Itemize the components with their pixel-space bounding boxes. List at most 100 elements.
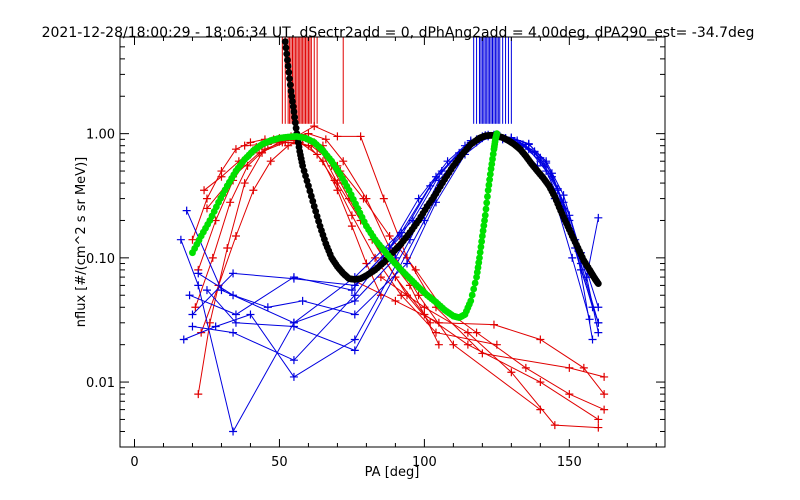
- data-point-11-3: [507, 368, 516, 377]
- data-point-17-14: [588, 335, 597, 344]
- data-point-5-4: [266, 157, 275, 166]
- series-line-9: [206, 141, 605, 411]
- data-point-1-33-3: [471, 279, 479, 287]
- data-point-10-3: [489, 320, 498, 329]
- data-point-0-1-3: [286, 81, 294, 89]
- data-point-16-4: [350, 335, 359, 344]
- data-point-1-33-1: [468, 291, 476, 299]
- data-point-1-35-3: [478, 238, 486, 245]
- data-point-11-5: [594, 423, 603, 432]
- data-point-19-2: [289, 322, 298, 331]
- data-point-1-37-3: [484, 193, 491, 200]
- data-point-7-0: [194, 390, 203, 399]
- data-point-2-11: [347, 222, 356, 231]
- data-point-1-33-0: [467, 297, 475, 305]
- data-point-6-7: [321, 135, 330, 144]
- data-point-11-1: [420, 303, 429, 312]
- data-point-19-10: [542, 159, 551, 168]
- data-point-1-36-1: [479, 227, 487, 235]
- data-point-10-6: [600, 390, 609, 399]
- data-point-16-3: [289, 372, 298, 381]
- x-tick-label-2: 100: [412, 455, 437, 470]
- data-point-8-5: [333, 132, 342, 141]
- data-point-4-0: [191, 303, 200, 312]
- series-line-12: [180, 135, 599, 433]
- data-point-17-4: [350, 310, 359, 319]
- data-point-17-2: [263, 303, 272, 312]
- data-point-18-5: [431, 172, 440, 181]
- data-point-4-9: [347, 211, 356, 220]
- data-point-8-0: [240, 141, 249, 150]
- y-tick-label-1: 0.10: [86, 252, 115, 267]
- data-point-2-1: [202, 194, 211, 203]
- data-point-1-38-3: [486, 170, 494, 178]
- data-point-1-37-2: [483, 199, 491, 207]
- data-point-2-10: [333, 186, 342, 195]
- data-point-10-2: [434, 318, 443, 327]
- data-point-1-35-1: [476, 248, 484, 256]
- data-point-18-13: [594, 303, 603, 312]
- data-point-9-0: [202, 204, 211, 213]
- data-point-2-0: [188, 235, 197, 244]
- data-point-15-0: [188, 322, 197, 331]
- data-point-8-11: [565, 363, 574, 372]
- data-point-1-33-2: [470, 285, 478, 293]
- x-axis-label: PA [deg]: [365, 465, 420, 480]
- data-point-0-7-3: [309, 197, 317, 205]
- data-point-0-7-1: [306, 187, 314, 195]
- data-point-8-4: [310, 122, 319, 131]
- data-point-0-3-0: [290, 108, 298, 116]
- data-point-9-7: [385, 231, 394, 240]
- data-point-0-2-1: [288, 92, 296, 100]
- data-point-0-0-2: [283, 50, 291, 58]
- y-tick-label-0: 0.01: [86, 376, 115, 391]
- y-tick-label-2: 1.00: [86, 128, 115, 143]
- data-point-15-13: [582, 273, 591, 282]
- data-point-9-6: [359, 194, 368, 203]
- data-point-6-12: [449, 340, 458, 349]
- data-point-0-1-2: [286, 75, 293, 82]
- data-point-1-36-2: [480, 222, 488, 230]
- data-point-1-36-0: [478, 232, 486, 240]
- data-point-1-38-1: [485, 181, 493, 189]
- data-point-0-1-0: [284, 62, 292, 70]
- chart-title: 2021-12-28/18:00:29 - 18:06:34 UT, dSect…: [42, 25, 755, 41]
- data-point-7-3: [240, 179, 249, 188]
- data-point-1-38-0: [484, 186, 492, 194]
- data-point-0-52: [594, 280, 602, 288]
- data-point-9-13: [600, 405, 609, 414]
- data-point-0-2-0: [287, 87, 295, 95]
- x-tick-label-3: 150: [557, 455, 582, 470]
- data-point-9-11: [521, 363, 530, 372]
- data-point-4-8: [330, 176, 339, 185]
- data-point-6-11: [414, 291, 423, 300]
- data-point-19-3: [350, 346, 359, 355]
- data-point-19-13: [594, 318, 603, 327]
- data-point-5-12: [434, 340, 443, 349]
- data-point-13-0: [182, 206, 191, 215]
- data-point-8-6: [356, 132, 365, 141]
- data-point-9-12: [565, 390, 574, 399]
- data-point-7-14: [536, 378, 545, 387]
- data-point-7-2: [223, 244, 232, 253]
- data-point-12-2: [229, 427, 238, 436]
- data-point-16-1: [211, 322, 220, 331]
- data-point-18-1: [229, 269, 238, 278]
- data-point-11-0: [376, 273, 385, 282]
- data-point-2-3: [231, 145, 240, 154]
- data-point-11-2: [463, 328, 472, 337]
- data-point-19-11: [559, 198, 568, 207]
- data-point-1-37-0: [481, 211, 489, 219]
- data-point-15-1: [229, 328, 238, 337]
- series-line-10: [354, 280, 605, 395]
- x-tick-label-0: 0: [130, 455, 138, 470]
- data-point-10-4: [536, 335, 545, 344]
- data-point-0-7-0: [305, 182, 312, 190]
- data-point-14-1: [231, 310, 240, 319]
- data-point-15-2: [289, 356, 298, 365]
- data-point-11-4: [550, 421, 559, 430]
- x-tick-label-1: 50: [271, 455, 288, 470]
- data-point-1-35-2: [477, 243, 485, 251]
